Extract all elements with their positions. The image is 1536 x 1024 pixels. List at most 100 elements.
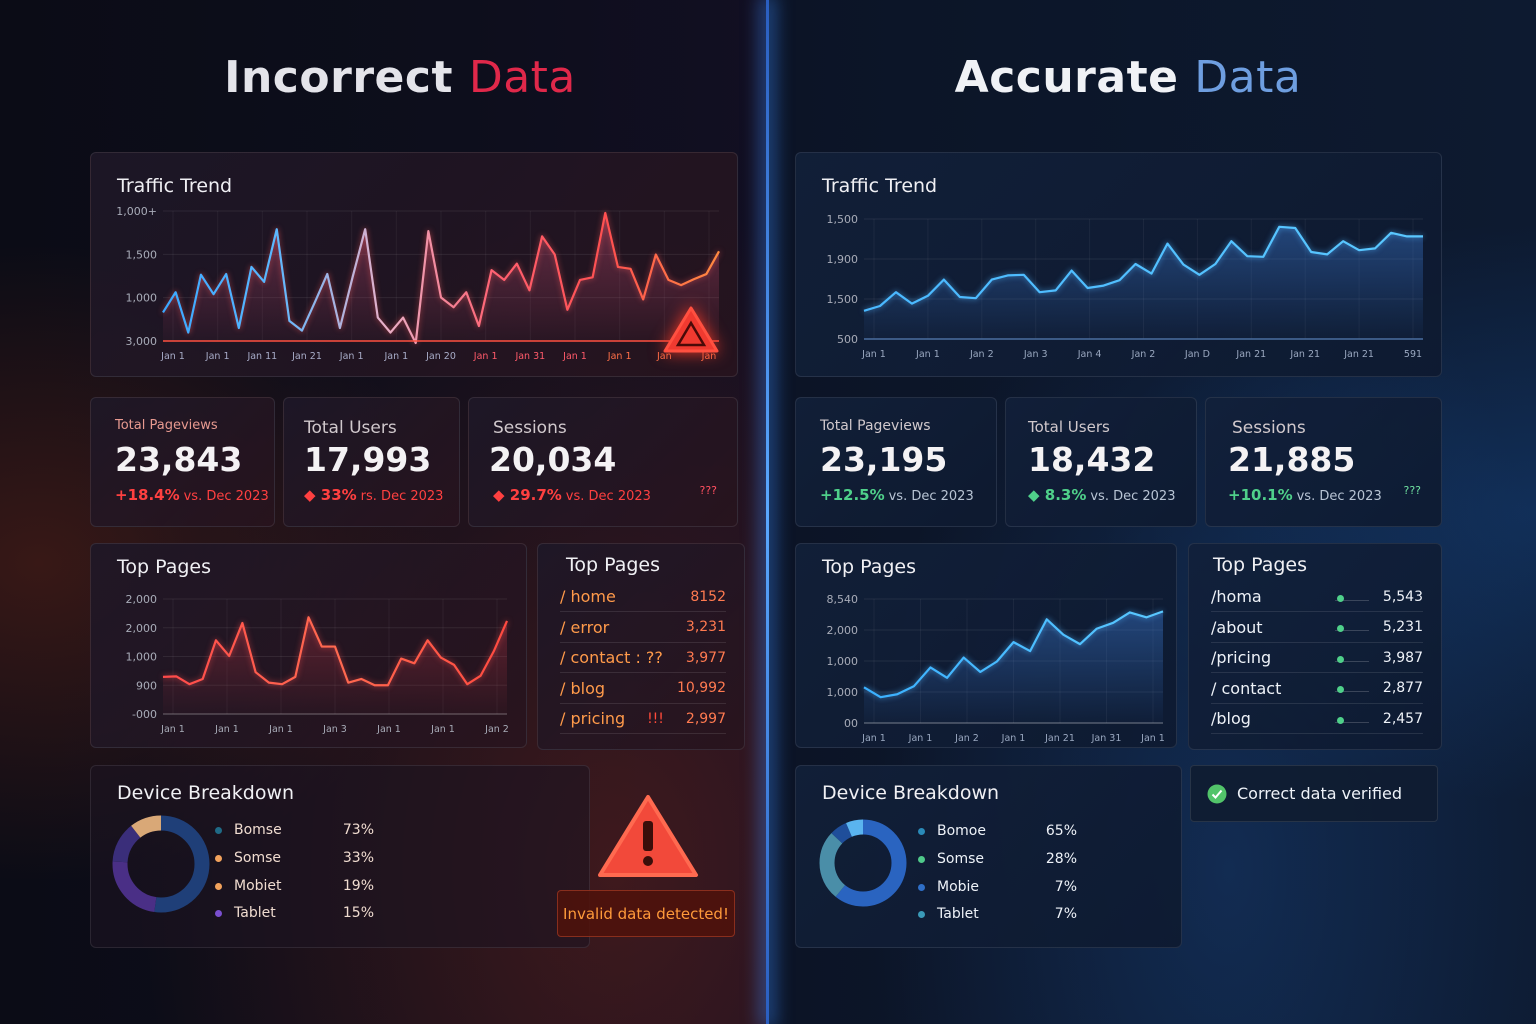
warning-triangle-icon [598,795,698,877]
y-tick-label: 1,000 [827,686,859,699]
table-row[interactable]: /homa 5,543 [1211,582,1423,612]
table-row[interactable]: / error 3,231 [560,613,726,643]
table-row[interactable]: / contact 2,877 [1211,674,1423,704]
table-row[interactable]: / pricing!!! 2,997 [560,704,726,734]
table-row[interactable]: /blog 2,457 [1211,704,1423,734]
legend-name: Bomoe [937,823,986,839]
kpi-label: Sessions [493,418,567,438]
title-main: Accurate [954,52,1179,103]
series-area [163,212,719,343]
table-row[interactable]: / blog 10,992 [560,674,726,704]
series-line [863,225,1423,312]
kpi-label: Total Pageviews [820,418,931,434]
legend-percent: 33% [342,850,374,866]
page-views: 10,992 [677,680,726,696]
card-title: Device Breakdown [822,782,1000,804]
page-path[interactable]: / contact : ?? [560,648,663,667]
x-tick-label: Jan 20 [425,351,456,362]
x-tick-label: Jan 1 [268,724,293,735]
page-path[interactable]: /homa [1211,587,1262,606]
delta-compare: vs. Dec 2023 [1296,489,1382,504]
x-tick-label: Jan 2 [1131,349,1156,360]
series-line [162,616,509,687]
kpi-label: Total Pageviews [115,418,218,433]
x-tick-label: Jan 21 [1044,733,1075,744]
verified-text: Correct data verified [1237,784,1403,803]
title-main: Incorrect [224,52,453,103]
page-path[interactable]: / pricing [560,709,626,728]
card-title: Top Pages [822,556,916,578]
table-row[interactable]: /pricing 3,987 [1211,643,1423,673]
table-row[interactable]: / contact : ?? 3,977 [560,643,726,673]
y-tick-label: 1,500 [827,213,859,226]
x-tick-label: Jan 1 [473,351,498,362]
title-accent: Data [468,52,576,103]
y-tick-label: 2,000 [827,624,859,637]
table-row[interactable]: /about 5,231 [1211,613,1423,643]
kpi-value: 17,993 [304,440,432,479]
top-pages-table: Top Pages /homa 5,543/about 5,231/pricing 3… [1188,543,1442,750]
card-title: Traffic Trend [822,175,938,197]
legend-name: Tablet [937,906,979,922]
title-accent: Data [1194,52,1302,103]
x-tick-label: Jan 1 [915,349,940,360]
device-breakdown-card: Device Breakdown Bomoe 65% Somse 28% Mobie 7%… [795,765,1182,948]
status-dot-icon [1336,625,1344,632]
kpi-value: 20,034 [489,440,617,479]
kpi-delta: ◆ 33% rs. Dec 2023 [304,486,443,504]
page-path[interactable]: /about [1211,617,1263,637]
page-path[interactable]: /blog [1211,709,1251,728]
kpi-delta: +12.5% vs. Dec 2023 [820,486,974,504]
delta-value: +18.4% [115,486,180,504]
y-tick-label: 1,000 [126,292,158,305]
legend-item: Bomse 73% [215,822,455,838]
legend-name: Mobie [937,879,980,895]
delta-value: ◆ 8.3% [1028,486,1087,504]
legend-dot-icon [918,910,925,918]
x-tick-label: Jan 1 [1140,733,1165,744]
x-tick-label: Jan 2 [484,724,509,735]
y-tick-label: 1,000 [827,655,859,668]
delta-compare: vs. Dec 2023 [183,489,269,504]
page-views: 2,457 [1382,710,1423,727]
y-tick-label: 1,500 [827,293,859,306]
page-path[interactable]: / home [560,587,616,606]
legend-dot-icon [918,827,925,835]
kpi-label: Sessions [1232,418,1306,438]
top-pages-table: Top Pages / home 8152 / error 3,231 / contac… [537,543,745,750]
page-path[interactable]: / contact [1211,678,1282,698]
x-tick-label: 591 [1404,349,1422,360]
legend-percent: 19% [342,878,374,894]
top-pages-chart-card: Top Pages 8,540 2,000 1,000 1,000 00 Jan 1 Jan… [795,543,1177,748]
kpi-delta: ◆ 8.3% vs. Dec 2023 [1028,486,1175,504]
x-tick-label: Jan 21 [1343,349,1374,360]
top-pages-chart-card: Top Pages 2,000 2,000 1,000 900 -000 Jan 1 Jan… [90,543,527,748]
accurate-title: Accurate Data [744,52,1512,103]
kpi-value: 23,195 [820,440,948,479]
kpi-total-users: Total Users 18,432 ◆ 8.3% vs. Dec 2023 [1005,397,1197,527]
x-tick-label: Jan 1 [861,349,886,360]
kpi-total-pageviews: Total Pageviews 23,843 +18.4% vs. Dec 202… [90,397,275,527]
series-line [863,610,1164,699]
page-path[interactable]: / blog [560,678,606,698]
series-area [864,611,1163,723]
x-tick-label: Jan 1 [908,733,933,744]
page-path[interactable]: /pricing [1211,648,1272,667]
x-tick-label: Jan 1 [160,351,185,362]
y-tick-label: 2,000 [126,593,158,606]
table-row[interactable]: / home 8152 [560,582,726,612]
x-tick-label: Jan 1 [607,351,632,362]
legend-dot-icon [215,854,222,862]
legend-dot-icon [215,909,222,917]
y-tick-label: 1,000+ [116,205,157,218]
status-dot-icon [1336,716,1344,724]
page-path[interactable]: / error [560,617,610,637]
invalid-data-alert: Invalid data detected! [557,890,735,937]
delta-compare: rs. Dec 2023 [360,489,444,504]
legend-dot-icon [215,882,222,890]
kpi-note: ??? [1403,484,1421,497]
x-tick-label: Jan 21 [1289,349,1320,360]
